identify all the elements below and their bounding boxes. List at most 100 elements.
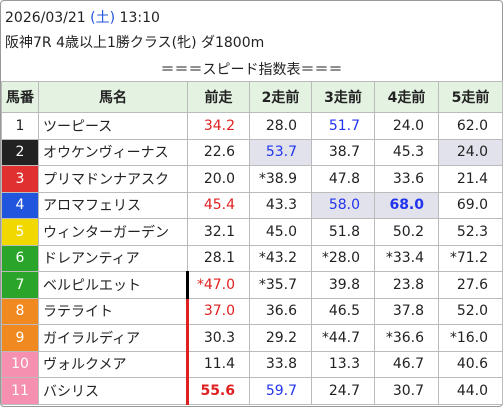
speed-index: 22.6 [187, 138, 250, 166]
race-info: 阪神7R 4歳以上1勝クラス(牝) ダ1800m [5, 35, 265, 51]
horse-row: 4 アロマフェリス 45.4 43.3 58.0 68.0 69.0 [1, 191, 503, 219]
column-header: 前走 [187, 81, 250, 113]
speed-index: 45.3 [374, 138, 439, 166]
speed-index: 13.3 [311, 350, 375, 378]
horse-row: 2 オウケンヴィーナス 22.6 53.7 38.7 45.3 24.0 [1, 138, 503, 166]
speed-index: 28.0 [249, 112, 312, 140]
speed-index: *36.6 [374, 324, 439, 352]
header-row: 馬番 馬名 前走 2走前 3走前 4走前 5走前 [1, 81, 503, 113]
speed-index: 53.7 [249, 138, 312, 166]
horse-number: 11 [1, 377, 39, 405]
horse-row: 9 ガイラルディア 30.3 29.2 *44.7 *36.6 *16.0 [1, 324, 503, 352]
horse-name: ラテライト [38, 297, 188, 325]
speed-index: 69.0 [438, 191, 503, 219]
horse-row: 8 ラテライト 37.0 36.6 46.5 37.8 52.0 [1, 297, 503, 325]
horse-number: 5 [1, 218, 39, 246]
horse-number: 9 [1, 324, 39, 352]
speed-index: 43.3 [249, 191, 312, 219]
horse-number: 3 [1, 165, 39, 193]
speed-index: 33.8 [249, 350, 312, 378]
speed-index: 21.4 [438, 165, 503, 193]
horse-row: 5 ウィンターガーデン 32.1 45.0 51.8 50.2 52.3 [1, 218, 503, 246]
speed-index: 52.3 [438, 218, 503, 246]
column-header: 馬番 [1, 81, 39, 113]
speed-index: 68.0 [374, 191, 439, 219]
horse-row: 3 プリマドンナアスク 20.0 *38.9 47.8 33.6 21.4 [1, 165, 503, 193]
speed-index: *47.0 [186, 271, 250, 299]
horse-number: 2 [1, 138, 39, 166]
horse-name: オウケンヴィーナス [38, 138, 188, 166]
speed-index: 30.7 [374, 377, 439, 405]
horse-name: ベルピルエット [38, 271, 188, 299]
speed-index: 29.2 [249, 324, 312, 352]
horse-row: 1 ツーピース 34.2 28.0 51.7 24.0 62.0 [1, 112, 503, 140]
speed-index: *28.0 [311, 244, 375, 272]
speed-index: 28.1 [187, 244, 250, 272]
speed-index: 36.6 [249, 297, 312, 325]
speed-index: 52.0 [438, 297, 503, 325]
horse-row: 6 ドレアンティア 28.1 *43.2 *28.0 *33.4 *71.2 [1, 244, 503, 272]
time: 13:10 [119, 10, 160, 26]
speed-index: 62.0 [438, 112, 503, 140]
horse-number: 10 [1, 350, 39, 378]
horse-row: 10 ヴォルクメア 11.4 33.8 13.3 46.7 40.6 [1, 350, 503, 378]
speed-index: 47.8 [311, 165, 375, 193]
speed-index: *16.0 [438, 324, 503, 352]
speed-index: 44.0 [438, 377, 503, 405]
speed-index: 45.0 [249, 218, 312, 246]
speed-index: 55.6 [186, 377, 250, 405]
speed-index: 20.0 [187, 165, 250, 193]
speed-index: 27.6 [438, 271, 503, 299]
speed-index: 11.4 [186, 350, 250, 378]
speed-index: 45.4 [187, 191, 250, 219]
speed-index: *71.2 [438, 244, 503, 272]
speed-index: *35.7 [249, 271, 312, 299]
speed-table: 馬番 馬名 前走 2走前 3走前 4走前 5走前 1 ツーピース 34.2 28.0 51.7 24.… [1, 81, 503, 405]
speed-index: 46.5 [311, 297, 375, 325]
horse-name: バシリス [38, 377, 188, 405]
speed-index: 46.7 [374, 350, 439, 378]
horse-name: ガイラルディア [38, 324, 188, 352]
speed-index: 37.0 [186, 297, 250, 325]
speed-index: 40.6 [438, 350, 503, 378]
speed-index: 51.8 [311, 218, 375, 246]
speed-index: 30.3 [186, 324, 250, 352]
column-header: 3走前 [311, 81, 375, 113]
horse-name: プリマドンナアスク [38, 165, 188, 193]
speed-index: 59.7 [249, 377, 312, 405]
speed-index: *33.4 [374, 244, 439, 272]
speed-index: 24.0 [374, 112, 439, 140]
horse-name: ツーピース [38, 112, 188, 140]
column-header: 4走前 [374, 81, 439, 113]
horse-number: 8 [1, 297, 39, 325]
speed-index: 38.7 [311, 138, 375, 166]
weekday: (土) [90, 10, 116, 26]
speed-index: *38.9 [249, 165, 312, 193]
datetime: 2026/03/21 (土) 13:10 [5, 7, 160, 27]
horse-name: ヴォルクメア [38, 350, 188, 378]
table-title: ＝＝＝スピード指数表＝＝＝ [160, 62, 343, 78]
horse-number: 7 [1, 271, 39, 299]
speed-index: 33.6 [374, 165, 439, 193]
horse-name: ドレアンティア [38, 244, 188, 272]
column-header: 5走前 [438, 81, 503, 113]
speed-index: 32.1 [187, 218, 250, 246]
horse-name: アロマフェリス [38, 191, 188, 219]
horse-name: ウィンターガーデン [38, 218, 188, 246]
column-header: 馬名 [38, 81, 188, 113]
speed-index: 24.0 [438, 138, 503, 166]
horse-row: 11 バシリス 55.6 59.7 24.7 30.7 44.0 [1, 377, 503, 405]
speed-index: 39.8 [311, 271, 375, 299]
speed-index: *44.7 [311, 324, 375, 352]
speed-index: 34.2 [187, 112, 250, 140]
speed-index: 51.7 [311, 112, 375, 140]
speed-index: 58.0 [311, 191, 375, 219]
speed-index: 24.7 [311, 377, 375, 405]
horse-number: 4 [1, 191, 39, 219]
speed-index: 23.8 [374, 271, 439, 299]
speed-index: *43.2 [249, 244, 312, 272]
horse-number: 1 [1, 112, 39, 140]
speed-index: 37.8 [374, 297, 439, 325]
horse-row: 7 ベルピルエット *47.0 *35.7 39.8 23.8 27.6 [1, 271, 503, 299]
